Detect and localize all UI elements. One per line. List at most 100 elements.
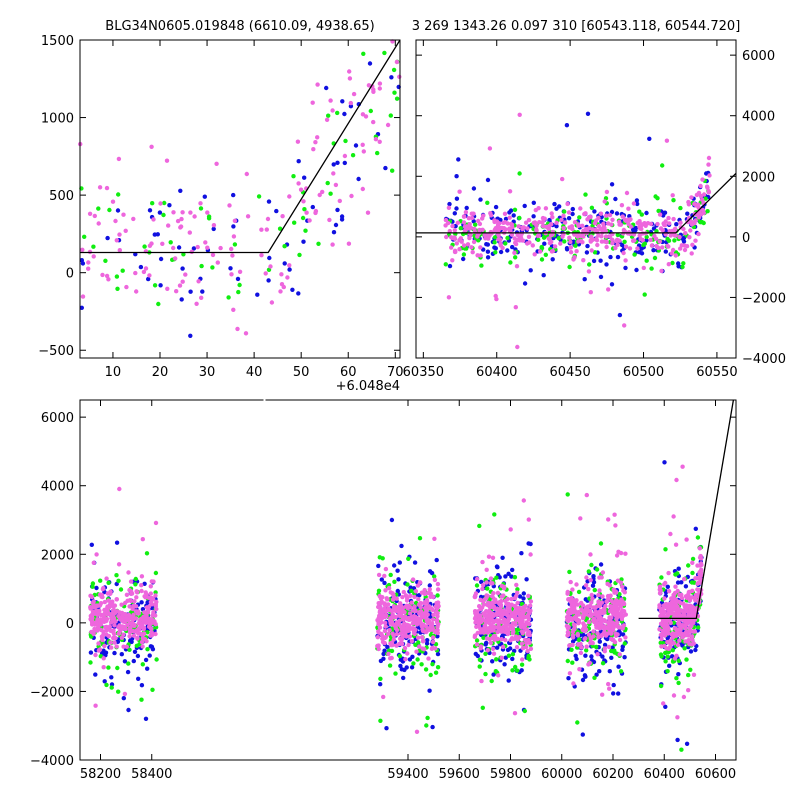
data-point <box>490 555 496 560</box>
data-point <box>634 267 639 273</box>
data-point <box>231 224 236 229</box>
data-point <box>392 90 397 95</box>
data-point <box>390 642 395 648</box>
data-point <box>426 656 431 661</box>
data-point <box>608 604 613 609</box>
data-point <box>389 517 395 523</box>
data-point <box>689 608 694 614</box>
data-point <box>128 579 134 584</box>
data-point <box>469 215 475 221</box>
data-point <box>690 242 695 247</box>
data-point <box>528 541 533 547</box>
data-point <box>397 653 403 659</box>
data-point <box>562 239 567 244</box>
model-line <box>638 400 735 620</box>
data-point <box>589 654 594 659</box>
data-point <box>151 610 156 615</box>
data-point <box>327 217 332 223</box>
data-point <box>471 186 477 191</box>
data-point <box>576 621 581 626</box>
data-point <box>401 617 406 622</box>
data-point <box>151 579 156 584</box>
data-point <box>594 672 599 677</box>
data-point <box>91 254 96 259</box>
data-point <box>682 576 687 582</box>
data-point <box>477 613 483 618</box>
data-point <box>139 574 145 579</box>
x-tick-label: 58200 <box>80 767 121 782</box>
data-point <box>569 647 574 652</box>
data-point <box>523 220 529 225</box>
data-point <box>478 630 483 635</box>
data-point <box>531 200 536 205</box>
x-offset-label: +6.048e4 <box>336 379 400 394</box>
data-point <box>447 228 452 234</box>
data-point <box>520 238 526 243</box>
data-point <box>566 216 572 221</box>
data-point <box>626 206 631 211</box>
data-point <box>550 248 555 254</box>
data-point <box>192 214 197 219</box>
data-point <box>602 225 607 231</box>
data-point <box>620 632 626 637</box>
data-point <box>478 646 483 651</box>
data-point <box>492 227 498 232</box>
data-point <box>88 650 94 655</box>
data-point <box>676 599 682 604</box>
x-tick-label: 59400 <box>387 767 428 782</box>
data-point <box>199 263 204 269</box>
data-point <box>347 76 353 81</box>
data-point <box>595 652 600 657</box>
data-point <box>422 591 428 597</box>
data-point <box>609 282 615 287</box>
data-point <box>386 651 391 657</box>
data-point <box>402 645 408 651</box>
data-point <box>483 236 488 241</box>
data-point <box>423 667 429 672</box>
data-point <box>490 659 495 664</box>
data-point <box>684 741 690 746</box>
data-point <box>435 581 441 587</box>
data-point <box>501 226 507 231</box>
data-point <box>584 492 589 498</box>
data-point <box>505 221 510 226</box>
data-point <box>263 271 268 276</box>
data-point <box>698 193 704 199</box>
data-point <box>139 621 145 627</box>
data-point <box>687 235 692 240</box>
data-point <box>664 138 670 143</box>
data-point <box>115 665 120 671</box>
data-point <box>203 240 208 245</box>
data-point <box>348 104 354 109</box>
data-point <box>615 254 621 260</box>
data-point <box>473 611 478 616</box>
data-point <box>482 613 487 618</box>
data-point <box>406 556 411 561</box>
data-point <box>412 594 417 600</box>
data-point <box>291 174 296 179</box>
x-tick-label: 50 <box>293 365 310 380</box>
data-point <box>287 267 292 272</box>
data-point <box>570 639 576 644</box>
data-point <box>600 692 605 697</box>
data-point <box>474 583 480 588</box>
data-point <box>597 626 602 631</box>
data-point <box>287 194 292 199</box>
data-point <box>387 628 392 633</box>
data-point <box>256 194 262 199</box>
data-point <box>539 257 545 262</box>
data-point <box>686 633 691 638</box>
data-point <box>313 210 318 216</box>
data-point <box>282 261 287 266</box>
data-point <box>378 682 383 687</box>
model-line <box>80 40 400 254</box>
data-point <box>411 617 416 623</box>
data-point <box>259 227 264 232</box>
data-point <box>117 615 122 620</box>
data-point <box>510 656 515 662</box>
data-point <box>147 208 153 213</box>
data-point <box>148 584 153 589</box>
data-point <box>132 623 137 628</box>
data-point <box>556 236 561 241</box>
data-point <box>546 226 551 232</box>
